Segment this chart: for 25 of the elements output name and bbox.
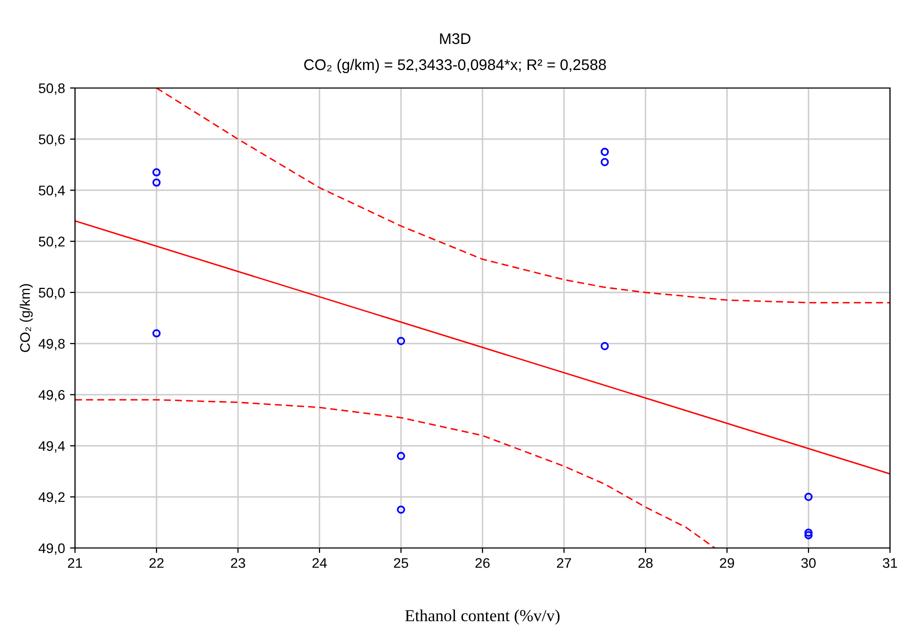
y-tick-label: 49,4	[38, 441, 65, 453]
y-tick-label: 49,8	[38, 338, 65, 350]
x-tick-label: 25	[394, 558, 408, 568]
chart-title: M3D	[440, 33, 470, 44]
y-axis-title: CO₂ (g/km)	[20, 284, 33, 352]
chart-subtitle: CO₂ (g/km) = 52,3433-0,0984*x; R² = 0,2588	[304, 58, 606, 74]
x-tick-label: 26	[475, 558, 490, 568]
x-tick-label: 31	[882, 558, 898, 568]
x-tick-label: 30	[801, 558, 816, 568]
y-tick-label: 50,8	[38, 83, 65, 95]
y-tick-label: 49,0	[38, 543, 65, 555]
x-tick-label: 22	[149, 558, 164, 568]
y-tick-label: 49,2	[38, 492, 65, 504]
y-tick-label: 50,4	[38, 186, 65, 198]
x-tick-label: 27	[556, 558, 572, 568]
y-tick-label: 50,6	[38, 134, 65, 146]
x-tick-label: 24	[312, 558, 327, 568]
y-tick-label: 49,6	[38, 390, 65, 402]
x-tick-label: 28	[638, 558, 653, 568]
y-tick-label: 50,2	[38, 236, 65, 248]
x-tick-label: 23	[230, 558, 246, 568]
y-tick-label: 50,0	[38, 288, 65, 300]
x-axis-title: Ethanol content (%v/v)	[405, 610, 560, 625]
x-tick-label: 29	[720, 558, 734, 568]
x-tick-label: 21	[68, 558, 82, 568]
